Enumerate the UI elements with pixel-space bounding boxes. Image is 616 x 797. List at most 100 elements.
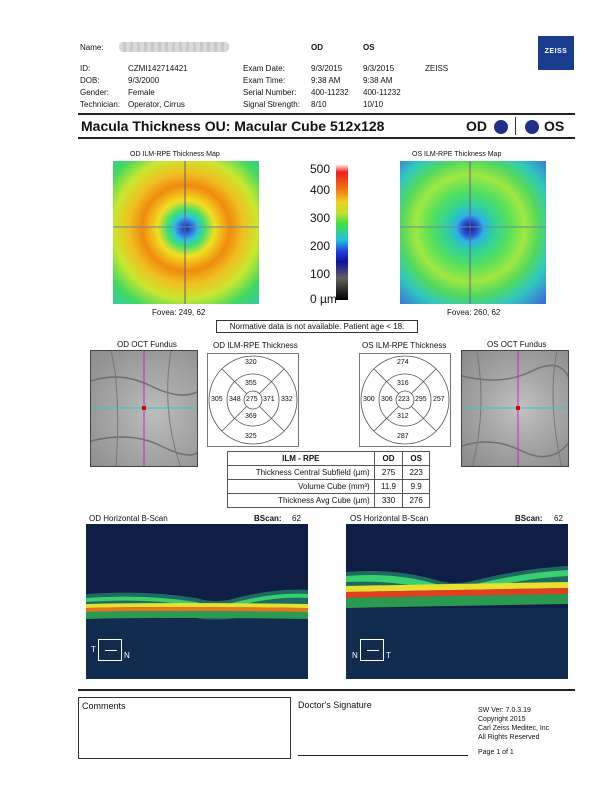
os-bscan-left-label: N <box>352 651 358 660</box>
title-top-rule <box>78 113 575 115</box>
os-bscan-label: BScan: <box>515 514 543 523</box>
rights-reserved: All Rights Reserved <box>478 734 540 741</box>
normative-note: Normative data is not available. Patient… <box>216 320 418 333</box>
software-version: SW Ver: 7.0.3.19 <box>478 707 531 714</box>
exam-date-od: 9/3/2015 <box>311 64 343 73</box>
scale-300: 300 <box>310 211 331 225</box>
od-center: 275 <box>246 396 258 403</box>
od-nasal-outer: 332 <box>281 396 293 403</box>
os-eye-dot-icon <box>525 120 539 134</box>
signal-label: Signal Strength: <box>243 100 300 109</box>
table-cell: Thickness Avg Cube (µm) <box>227 493 375 508</box>
serial-label: Serial Number: <box>243 88 297 97</box>
od-inf-inner: 369 <box>245 413 257 420</box>
eye-divider <box>515 117 516 135</box>
table-row: Volume Cube (mm³) 11.9 9.9 <box>227 479 430 494</box>
od-eye-dot-icon <box>494 120 508 134</box>
signature-line <box>298 755 468 756</box>
report-title: Macula Thickness OU: Macular Cube 512x12… <box>81 118 385 134</box>
os-temp-outer: 300 <box>363 396 375 403</box>
table-header-row: ILM - RPE OD OS <box>227 451 430 466</box>
os-nasal-inner: 295 <box>415 396 427 403</box>
od-bscan-value: 62 <box>292 514 301 523</box>
id-value: CZMI142714421 <box>128 64 188 73</box>
scale-200: 200 <box>310 239 331 253</box>
dob-value: 9/3/2000 <box>128 76 160 85</box>
os-map-title: OS ILM-RPE Thickness Map <box>412 151 502 158</box>
exam-time-label: Exam Time: <box>243 76 286 85</box>
od-bscan-left-label: T <box>91 645 96 654</box>
od-etdrs-title: OD ILM-RPE Thickness <box>213 341 298 350</box>
od-scan-arrow-icon <box>105 650 117 651</box>
copyright: Copyright 2015 <box>478 716 526 723</box>
exam-date-label: Exam Date: <box>243 64 285 73</box>
os-etdrs-grid: 274 316 300 306 223 295 257 312 287 <box>359 353 451 447</box>
os-fundus-title: OS OCT Fundus <box>487 340 547 349</box>
thickness-color-scale <box>336 164 348 300</box>
ilm-rpe-table: ILM - RPE OD OS Thickness Central Subfie… <box>227 451 430 508</box>
od-fundus-image <box>90 350 198 467</box>
od-sup-outer: 320 <box>245 359 257 366</box>
os-etdrs-title: OS ILM-RPE Thickness <box>362 341 447 350</box>
zeiss-logo: ZEISS <box>538 36 574 70</box>
table-cell: Volume Cube (mm³) <box>227 479 375 494</box>
table-cell: 330 <box>373 493 404 508</box>
os-temp-inner: 306 <box>381 396 393 403</box>
od-temp-inner: 348 <box>229 396 241 403</box>
scale-500: 500 <box>310 162 331 176</box>
table-cell: 11.9 <box>373 479 404 494</box>
technician-label: Technician: <box>80 100 121 109</box>
serial-od: 400-11232 <box>311 88 349 97</box>
od-bscan-label: BScan: <box>254 514 282 523</box>
table-cell: 275 <box>373 465 404 480</box>
comments-label: Comments <box>82 701 126 711</box>
os-bscan-image: N T <box>346 524 568 679</box>
od-bscan-right-label: N <box>124 651 130 660</box>
od-bscan-image: T N <box>86 524 308 679</box>
footer-rule <box>78 689 575 691</box>
od-inf-outer: 325 <box>245 433 257 440</box>
dob-label: DOB: <box>80 76 100 85</box>
gender-value: Female <box>128 88 155 97</box>
redacted-name <box>119 42 229 52</box>
eye-os-label: OS <box>544 118 565 134</box>
od-sup-inner: 355 <box>245 380 257 387</box>
company-name: Carl Zeiss Meditec, Inc <box>478 725 550 732</box>
table-header: OD <box>373 451 404 466</box>
od-fundus-title: OD OCT Fundus <box>117 340 177 349</box>
title-bottom-rule <box>78 137 575 139</box>
exam-os-header: OS <box>363 43 375 52</box>
exam-time-od: 9:38 AM <box>311 76 341 85</box>
os-bscan-value: 62 <box>554 514 563 523</box>
page-number: Page 1 of 1 <box>478 749 514 756</box>
scale-400: 400 <box>310 183 331 197</box>
signal-od: 8/10 <box>311 100 327 109</box>
os-bscan-right-label: T <box>386 651 391 660</box>
os-inf-inner: 312 <box>397 413 409 420</box>
comments-box[interactable]: Comments <box>78 697 291 759</box>
os-sup-inner: 316 <box>397 380 409 387</box>
od-fovea-label: Fovea: 249, 62 <box>152 308 206 317</box>
technician-value: Operator, Cirrus <box>128 100 185 109</box>
os-thickness-map <box>400 161 546 304</box>
table-cell: 276 <box>402 493 430 508</box>
od-nasal-inner: 371 <box>263 396 275 403</box>
os-fovea-label: Fovea: 260, 62 <box>447 308 501 317</box>
id-label: ID: <box>80 64 91 73</box>
table-header: OS <box>402 451 430 466</box>
zeiss-logo-text: ZEISS <box>544 48 568 55</box>
os-bscan-title: OS Horizontal B-Scan <box>350 514 429 523</box>
scale-0: 0 µm <box>310 292 337 306</box>
od-scan-direction-box <box>98 639 122 661</box>
od-map-title: OD ILM-RPE Thickness Map <box>130 151 220 158</box>
exam-od-header: OD <box>311 43 323 52</box>
eye-od-label: OD <box>466 118 487 134</box>
device-brand: ZEISS <box>425 64 449 73</box>
serial-os: 400-11232 <box>363 88 401 97</box>
exam-date-os: 9/3/2015 <box>363 64 395 73</box>
os-sup-outer: 274 <box>397 359 409 366</box>
table-cell: 223 <box>402 465 430 480</box>
os-center: 223 <box>398 396 410 403</box>
table-header: ILM - RPE <box>227 451 375 466</box>
os-scan-arrow-icon <box>367 650 379 651</box>
